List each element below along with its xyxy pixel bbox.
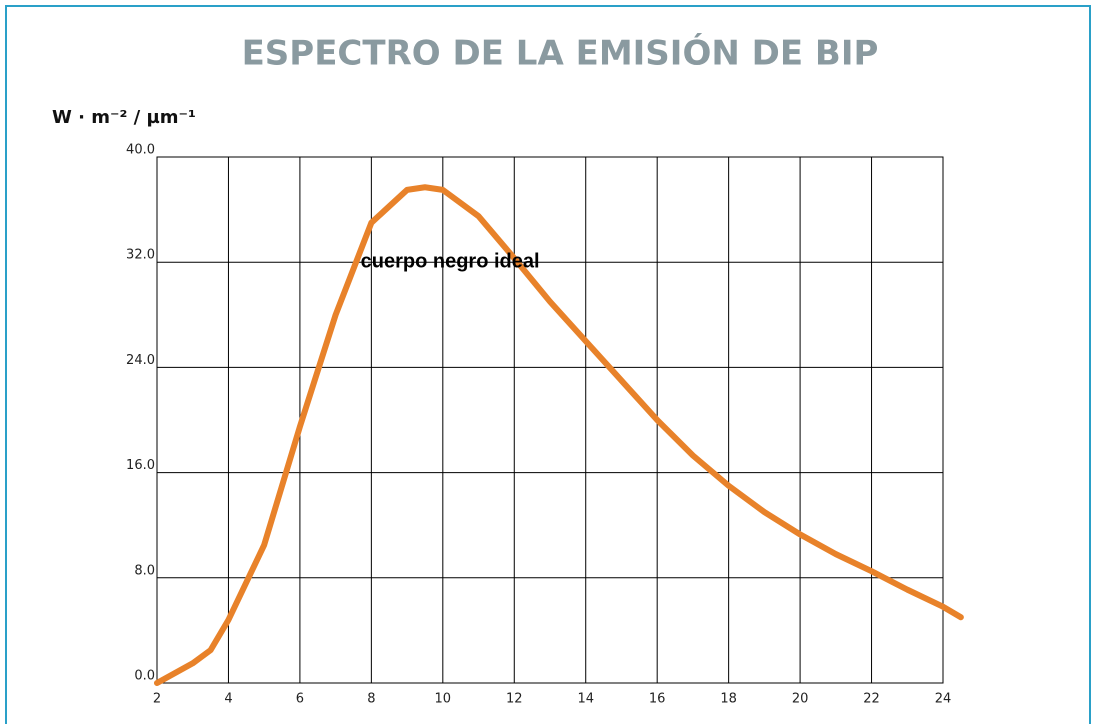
x-tick-label: 2 — [153, 692, 161, 707]
x-tick-label: 22 — [863, 692, 880, 707]
frame — [5, 5, 1091, 724]
x-tick-label: 10 — [435, 692, 452, 707]
chart-title: ESPECTRO DE LA EMISIÓN DE BIP — [242, 33, 879, 74]
x-tick-label: 20 — [792, 692, 809, 707]
y-tick-label: 40.0 — [126, 143, 155, 158]
x-tick-label: 14 — [577, 692, 594, 707]
y-tick-label: 24.0 — [126, 353, 155, 368]
x-tick-label: 4 — [224, 692, 232, 707]
x-tick-label: 8 — [367, 692, 375, 707]
y-axis-label: W · m⁻² / µm⁻¹ — [52, 107, 196, 128]
x-tick-label: 12 — [506, 692, 523, 707]
y-tick-label: 32.0 — [126, 248, 155, 263]
y-tick-label: 0.0 — [134, 669, 155, 684]
y-tick-label: 16.0 — [126, 458, 155, 473]
x-tick-label: 24 — [935, 692, 952, 707]
x-tick-label: 6 — [296, 692, 304, 707]
series-line — [154, 184, 964, 686]
annotation: cuerpo negro ideal — [361, 250, 540, 272]
plot-area — [156, 156, 944, 684]
x-tick-label: 18 — [720, 692, 737, 707]
x-tick-label: 16 — [649, 692, 666, 707]
y-tick-label: 8.0 — [134, 563, 155, 578]
